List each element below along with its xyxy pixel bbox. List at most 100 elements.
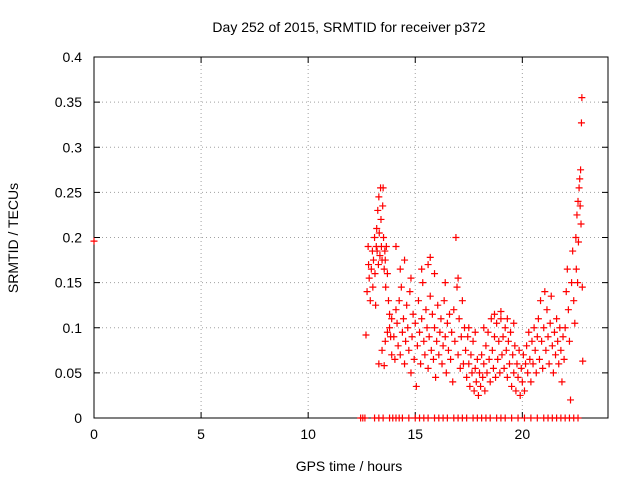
data-point bbox=[499, 333, 507, 341]
data-point bbox=[394, 342, 402, 350]
data-point bbox=[513, 360, 521, 368]
data-point bbox=[573, 211, 581, 219]
data-point bbox=[371, 234, 379, 241]
data-point bbox=[494, 355, 502, 363]
data-point bbox=[503, 315, 511, 323]
data-point bbox=[558, 378, 566, 386]
data-point bbox=[410, 355, 418, 363]
data-point bbox=[504, 337, 512, 345]
data-point bbox=[515, 346, 523, 354]
data-point bbox=[436, 328, 444, 336]
data-point bbox=[454, 274, 462, 282]
data-point bbox=[496, 369, 504, 377]
data-point bbox=[525, 328, 533, 336]
data-point bbox=[522, 360, 530, 368]
data-point bbox=[565, 337, 573, 345]
data-point bbox=[408, 333, 416, 341]
data-point bbox=[458, 297, 466, 305]
data-point bbox=[413, 342, 421, 350]
data-point bbox=[501, 324, 509, 332]
data-point bbox=[453, 283, 461, 291]
chart-title: Day 252 of 2015, SRMTID for receiver p37… bbox=[212, 19, 485, 35]
data-point bbox=[386, 324, 394, 332]
data-point bbox=[425, 333, 433, 341]
data-point bbox=[520, 387, 528, 395]
y-tick-label: 0.25 bbox=[55, 184, 82, 200]
y-tick-label: 0.35 bbox=[55, 94, 82, 110]
data-point bbox=[467, 351, 475, 359]
y-tick-label: 0.4 bbox=[63, 49, 83, 65]
data-point bbox=[379, 184, 387, 192]
data-point bbox=[431, 270, 439, 278]
data-point bbox=[450, 306, 458, 314]
x-tick-label: 10 bbox=[300, 426, 316, 442]
data-point bbox=[490, 310, 498, 318]
data-point bbox=[407, 369, 415, 377]
x-tick-label: 15 bbox=[407, 426, 423, 442]
data-point bbox=[480, 360, 488, 368]
data-point bbox=[438, 360, 446, 368]
data-point bbox=[435, 351, 443, 359]
data-point bbox=[420, 337, 428, 345]
data-point bbox=[478, 351, 486, 359]
data-point bbox=[402, 337, 410, 345]
data-point bbox=[426, 292, 434, 300]
data-point bbox=[578, 283, 586, 291]
data-point bbox=[424, 261, 432, 269]
data-point bbox=[405, 346, 413, 354]
data-point bbox=[487, 315, 495, 323]
data-point bbox=[516, 391, 524, 399]
data-point bbox=[431, 324, 439, 332]
data-point bbox=[456, 364, 464, 372]
data-point bbox=[465, 324, 473, 332]
data-point bbox=[563, 265, 571, 273]
data-point bbox=[442, 369, 450, 377]
y-tick-label: 0.2 bbox=[63, 230, 83, 246]
data-point bbox=[401, 360, 409, 368]
data-point bbox=[423, 324, 431, 332]
data-point bbox=[376, 252, 384, 260]
data-point bbox=[468, 369, 476, 377]
data-point bbox=[380, 265, 388, 273]
data-point bbox=[542, 346, 550, 354]
x-axis-label: GPS time / hours bbox=[296, 458, 403, 474]
data-point bbox=[364, 243, 372, 251]
data-point bbox=[531, 346, 539, 354]
data-point bbox=[396, 265, 404, 273]
data-point bbox=[414, 297, 422, 305]
data-point bbox=[457, 333, 465, 341]
axis-tick-labels: 0 5 10 15 20 0 0.05 0.1 0.15 0.2 0.25 0.3 0.35 0.4 bbox=[55, 49, 531, 442]
data-point bbox=[517, 364, 525, 372]
y-tick-label: 0 bbox=[74, 410, 82, 426]
data-point bbox=[366, 297, 374, 305]
data-point bbox=[577, 166, 585, 174]
data-point bbox=[505, 360, 513, 368]
data-point bbox=[524, 369, 532, 377]
data-point bbox=[422, 306, 430, 314]
data-point bbox=[391, 355, 399, 363]
data-point bbox=[441, 333, 449, 341]
data-point bbox=[375, 193, 383, 201]
x-tick-label: 5 bbox=[197, 426, 205, 442]
data-point bbox=[569, 247, 577, 255]
data-point bbox=[471, 328, 479, 336]
data-point bbox=[406, 288, 414, 296]
data-point bbox=[384, 297, 392, 305]
data-point bbox=[509, 351, 517, 359]
data-point bbox=[386, 310, 394, 318]
data-point bbox=[437, 315, 445, 323]
data-point bbox=[383, 270, 391, 278]
data-point bbox=[503, 373, 511, 381]
data-point bbox=[574, 279, 582, 287]
data-point bbox=[419, 279, 427, 287]
data-point bbox=[407, 274, 415, 282]
data-point bbox=[465, 360, 473, 368]
data-point bbox=[577, 119, 585, 127]
data-point bbox=[90, 237, 98, 245]
data-point bbox=[374, 206, 382, 214]
data-point bbox=[444, 346, 452, 354]
data-point bbox=[379, 202, 387, 210]
data-point bbox=[369, 256, 377, 264]
data-point bbox=[538, 337, 546, 345]
data-point bbox=[489, 364, 497, 372]
